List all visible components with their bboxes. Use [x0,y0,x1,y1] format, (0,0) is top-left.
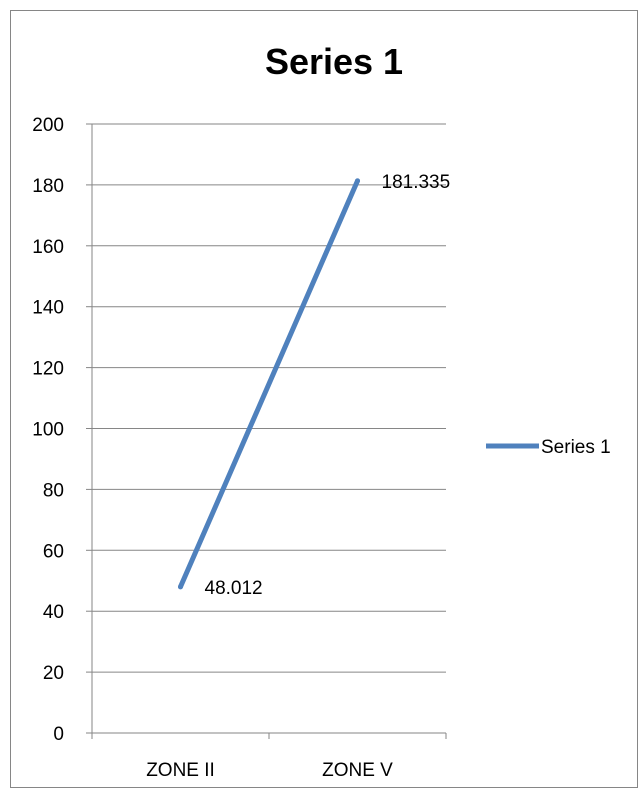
y-tick-label: 20 [43,663,64,684]
series-layer [178,178,360,590]
y-tick-label: 200 [32,115,64,136]
chart-frame: Series 1 0 20 40 60 80 100 120 140 160 180 200 ZON… [10,10,638,788]
data-label: 48.012 [205,578,263,599]
legend: Series 1 [486,437,611,458]
axes [86,123,447,739]
data-point [178,584,183,590]
series-line [178,178,360,590]
y-tick-label: 60 [43,541,64,562]
x-axis-ticks: ZONE II ZONE V [146,760,393,781]
x-tick-label: ZONE V [322,760,393,781]
y-axis-ticks: 0 20 40 60 80 100 120 140 160 180 200 [32,115,64,745]
y-tick-label: 120 [32,359,64,380]
y-tick-label: 100 [32,420,64,441]
y-tick-label: 140 [32,298,64,319]
x-tick-label: ZONE II [146,760,215,781]
y-tick-label: 0 [53,724,64,745]
y-tick-label: 40 [43,602,64,623]
data-labels: 48.012 181.335 [205,172,451,599]
y-tick-label: 180 [32,176,64,197]
legend-entry: Series 1 [541,437,611,458]
gridlines [92,123,446,673]
data-label: 181.335 [382,172,451,193]
y-tick-label: 160 [32,237,64,258]
y-tick-label: 80 [43,480,64,501]
line-chart: Series 1 0 20 40 60 80 100 120 140 160 180 200 ZON… [32,41,611,781]
chart-title: Series 1 [265,41,403,82]
data-point [355,178,360,184]
